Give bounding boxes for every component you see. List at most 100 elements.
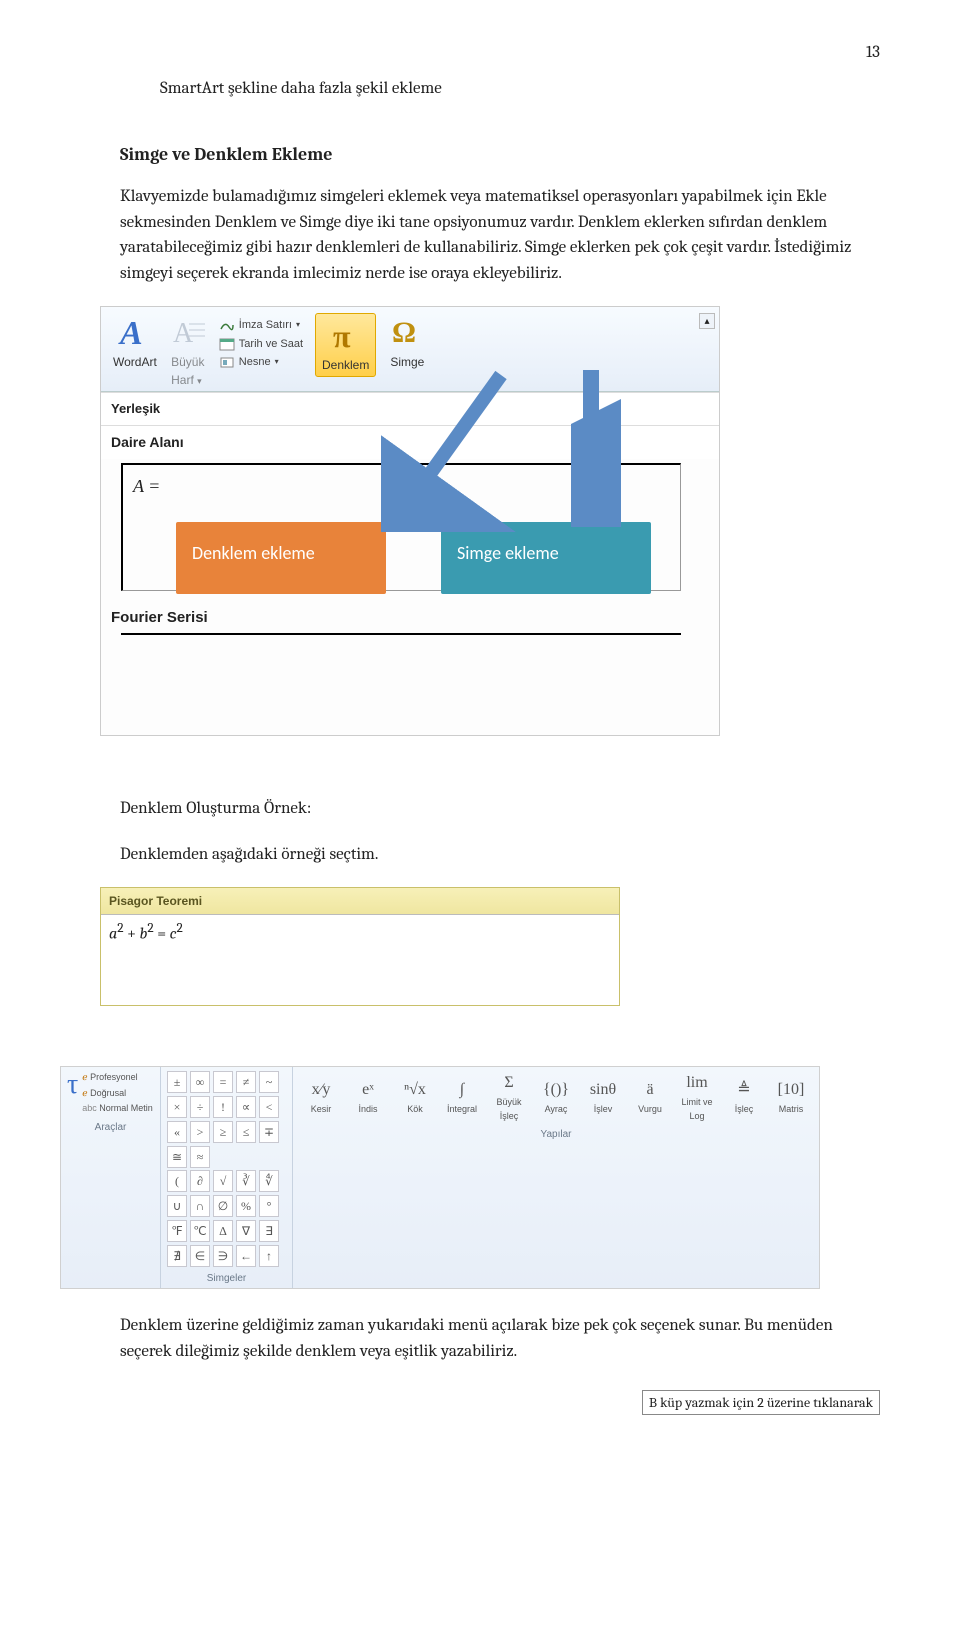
conclusion-para: Denklem üzerine geldiğimiz zaman yukarıd… — [120, 1313, 880, 1364]
wordart-icon: A — [116, 313, 154, 351]
symbol-button[interactable]: ≥ — [213, 1121, 233, 1143]
symbol-button[interactable]: « — [167, 1121, 187, 1143]
omega-icon: Ω — [388, 313, 426, 351]
symbol-button[interactable]: ∋ — [213, 1245, 233, 1267]
s3-sym-row1: ±∞=≠~ ×÷!∝< «>≥≤∓ ≅≈ — [167, 1071, 286, 1168]
dropcap-icon: A — [169, 313, 207, 351]
symbol-button[interactable]: √ — [213, 1170, 233, 1192]
symbol-button[interactable]: ∪ — [167, 1195, 187, 1217]
symbol-button[interactable]: ∄ — [167, 1245, 187, 1267]
example-line: Denklemden aşağıdaki örneği seçtim. — [120, 842, 880, 868]
s3-yapilar: x⁄yKesireˣİndisⁿ√xKök∫İntegralΣBüyük İşl… — [293, 1067, 819, 1288]
symbol-button[interactable]: ∂ — [190, 1170, 210, 1192]
svg-text:A: A — [118, 315, 143, 352]
symbol-button[interactable]: ∞ — [190, 1071, 210, 1093]
s3-left-title: Araçlar — [67, 1120, 154, 1135]
ribbon-minis: İmza Satırı ▾ Tarih ve Saat Nesne ▾ — [219, 317, 303, 371]
s3-araclar: τ ℯ Profesyonel ℯ Doğrusal abc Normal Me… — [61, 1067, 161, 1288]
s3-yap-row: x⁄yKesireˣİndisⁿ√xKök∫İntegralΣBüyük İşl… — [299, 1071, 813, 1123]
symbol-button[interactable]: ∛ — [236, 1170, 256, 1192]
symbol-button[interactable]: % — [236, 1195, 256, 1217]
symbol-button[interactable]: ↑ — [259, 1245, 279, 1267]
symbol-button[interactable]: ∃ — [259, 1220, 279, 1242]
footer-box: B küp yazmak için 2 üzerine tıklanarak — [642, 1390, 880, 1415]
structure-button[interactable]: eˣİndis — [346, 1078, 390, 1117]
symbol-button[interactable]: ∇ — [236, 1220, 256, 1242]
scroll-up-icon[interactable]: ▴ — [699, 313, 715, 329]
s3-left-0[interactable]: ℯ Profesyonel — [82, 1071, 153, 1085]
structure-button[interactable]: äVurgu — [628, 1078, 672, 1117]
s3-left-2[interactable]: abc Normal Metin — [82, 1102, 153, 1116]
pisagor-title: Pisagor Teoremi — [101, 888, 619, 914]
symbol-button[interactable]: ! — [213, 1096, 233, 1118]
structure-button[interactable]: {()}Ayraç — [534, 1078, 578, 1117]
symbol-button[interactable]: ℉ — [167, 1220, 187, 1242]
symbol-button[interactable]: ∩ — [190, 1195, 210, 1217]
symbol-button[interactable]: ≈ — [190, 1146, 210, 1168]
s3-yap-title: Yapılar — [299, 1127, 813, 1142]
structure-button[interactable]: [10]Matris — [769, 1078, 813, 1117]
symbol-button[interactable]: ° — [259, 1195, 279, 1217]
screenshot-equation-ribbon: τ ℯ Profesyonel ℯ Doğrusal abc Normal Me… — [60, 1066, 820, 1289]
fourier-label: Fourier Serisi — [101, 601, 719, 630]
screenshot-pisagor: Pisagor Teoremi a2 + b2 = c2 — [100, 887, 620, 1006]
symbol-button[interactable]: ÷ — [190, 1096, 210, 1118]
ribbon-simge[interactable]: Ω Simge — [388, 313, 426, 371]
symbol-button[interactable]: ∅ — [213, 1195, 233, 1217]
datetime-icon — [219, 336, 235, 352]
symbol-button[interactable]: > — [190, 1121, 210, 1143]
denklem-label: Denklem — [322, 356, 369, 374]
symbol-button[interactable]: ℃ — [190, 1220, 210, 1242]
symbol-button[interactable]: ∓ — [259, 1121, 279, 1143]
indent-title: SmartArt şekline daha fazla şekil ekleme — [160, 76, 880, 102]
wordart-label: WordArt — [113, 353, 157, 371]
ribbon-wordart[interactable]: A WordArt — [113, 313, 157, 371]
symbol-button[interactable]: ∝ — [236, 1096, 256, 1118]
example-heading: Denklem Oluşturma Örnek: — [120, 796, 880, 822]
pi-icon: π — [327, 316, 365, 354]
arrow-simge — [571, 362, 621, 527]
s3-simgeler: ±∞=≠~ ×÷!∝< «>≥≤∓ ≅≈ (∂√∛∜ ∪∩∅%° ℉℃∆∇∃ ∄∈∋←↑ S… — [161, 1067, 293, 1288]
symbol-button[interactable]: ∆ — [213, 1220, 233, 1242]
symbol-button[interactable]: ≅ — [167, 1146, 187, 1168]
symbol-button[interactable]: ≤ — [236, 1121, 256, 1143]
structure-button[interactable]: limLimit ve Log — [675, 1071, 719, 1123]
symbol-button[interactable]: ← — [236, 1245, 256, 1267]
dropcap-label: BüyükHarf ▾ — [171, 353, 204, 389]
mini-nesne[interactable]: Nesne ▾ — [219, 354, 279, 371]
structure-button[interactable]: ≜İşleç — [722, 1078, 766, 1117]
structure-button[interactable]: ⁿ√xKök — [393, 1078, 437, 1117]
pisagor-formula: a2 + b2 = c2 — [101, 914, 619, 1005]
svg-text:π: π — [333, 318, 351, 354]
symbol-button[interactable]: ≠ — [236, 1071, 256, 1093]
mini-imza[interactable]: İmza Satırı ▾ — [219, 317, 300, 334]
structure-button[interactable]: ΣBüyük İşleç — [487, 1071, 531, 1123]
structure-button[interactable]: sinθİşlev — [581, 1078, 625, 1117]
page-number: 13 — [120, 40, 880, 66]
symbol-button[interactable]: ∈ — [190, 1245, 210, 1267]
structure-button[interactable]: ∫İntegral — [440, 1078, 484, 1117]
symbol-button[interactable]: ± — [167, 1071, 187, 1093]
ribbon-dropcap[interactable]: A BüyükHarf ▾ — [169, 313, 207, 389]
mini-tarih[interactable]: Tarih ve Saat — [219, 336, 303, 353]
symbol-button[interactable]: ( — [167, 1170, 187, 1192]
s3-sym-row2: (∂√∛∜ ∪∩∅%° ℉℃∆∇∃ ∄∈∋←↑ — [167, 1170, 286, 1267]
s3-left-1[interactable]: ℯ Doğrusal — [82, 1087, 153, 1101]
symbol-button[interactable]: × — [167, 1096, 187, 1118]
tau-icon: τ — [67, 1071, 78, 1099]
arrow-denklem — [381, 367, 521, 532]
callout-simge: Simge ekleme — [441, 522, 651, 594]
ribbon-denklem[interactable]: π Denklem — [315, 313, 376, 377]
fourier-underline — [121, 633, 681, 635]
s3-mid-title: Simgeler — [167, 1271, 286, 1286]
intro-paragraph: Klavyemizde bulamadığımız simgeleri ekle… — [120, 184, 880, 286]
screenshot-ribbon-dropdown: A WordArt A BüyükHarf ▾ İmza Satırı ▾ Ta… — [100, 306, 720, 736]
structure-button[interactable]: x⁄yKesir — [299, 1078, 343, 1117]
formula-a: A = — [133, 476, 160, 496]
svg-text:Ω: Ω — [392, 316, 416, 349]
symbol-button[interactable]: < — [259, 1096, 279, 1118]
symbol-button[interactable]: = — [213, 1071, 233, 1093]
symbol-button[interactable]: ∜ — [259, 1170, 279, 1192]
section-heading: Simge ve Denklem Ekleme — [120, 141, 880, 168]
symbol-button[interactable]: ~ — [259, 1071, 279, 1093]
